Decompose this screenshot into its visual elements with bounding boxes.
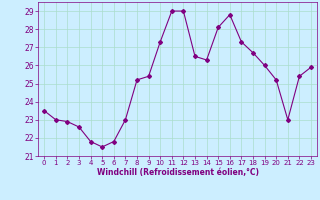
X-axis label: Windchill (Refroidissement éolien,°C): Windchill (Refroidissement éolien,°C) <box>97 168 259 177</box>
